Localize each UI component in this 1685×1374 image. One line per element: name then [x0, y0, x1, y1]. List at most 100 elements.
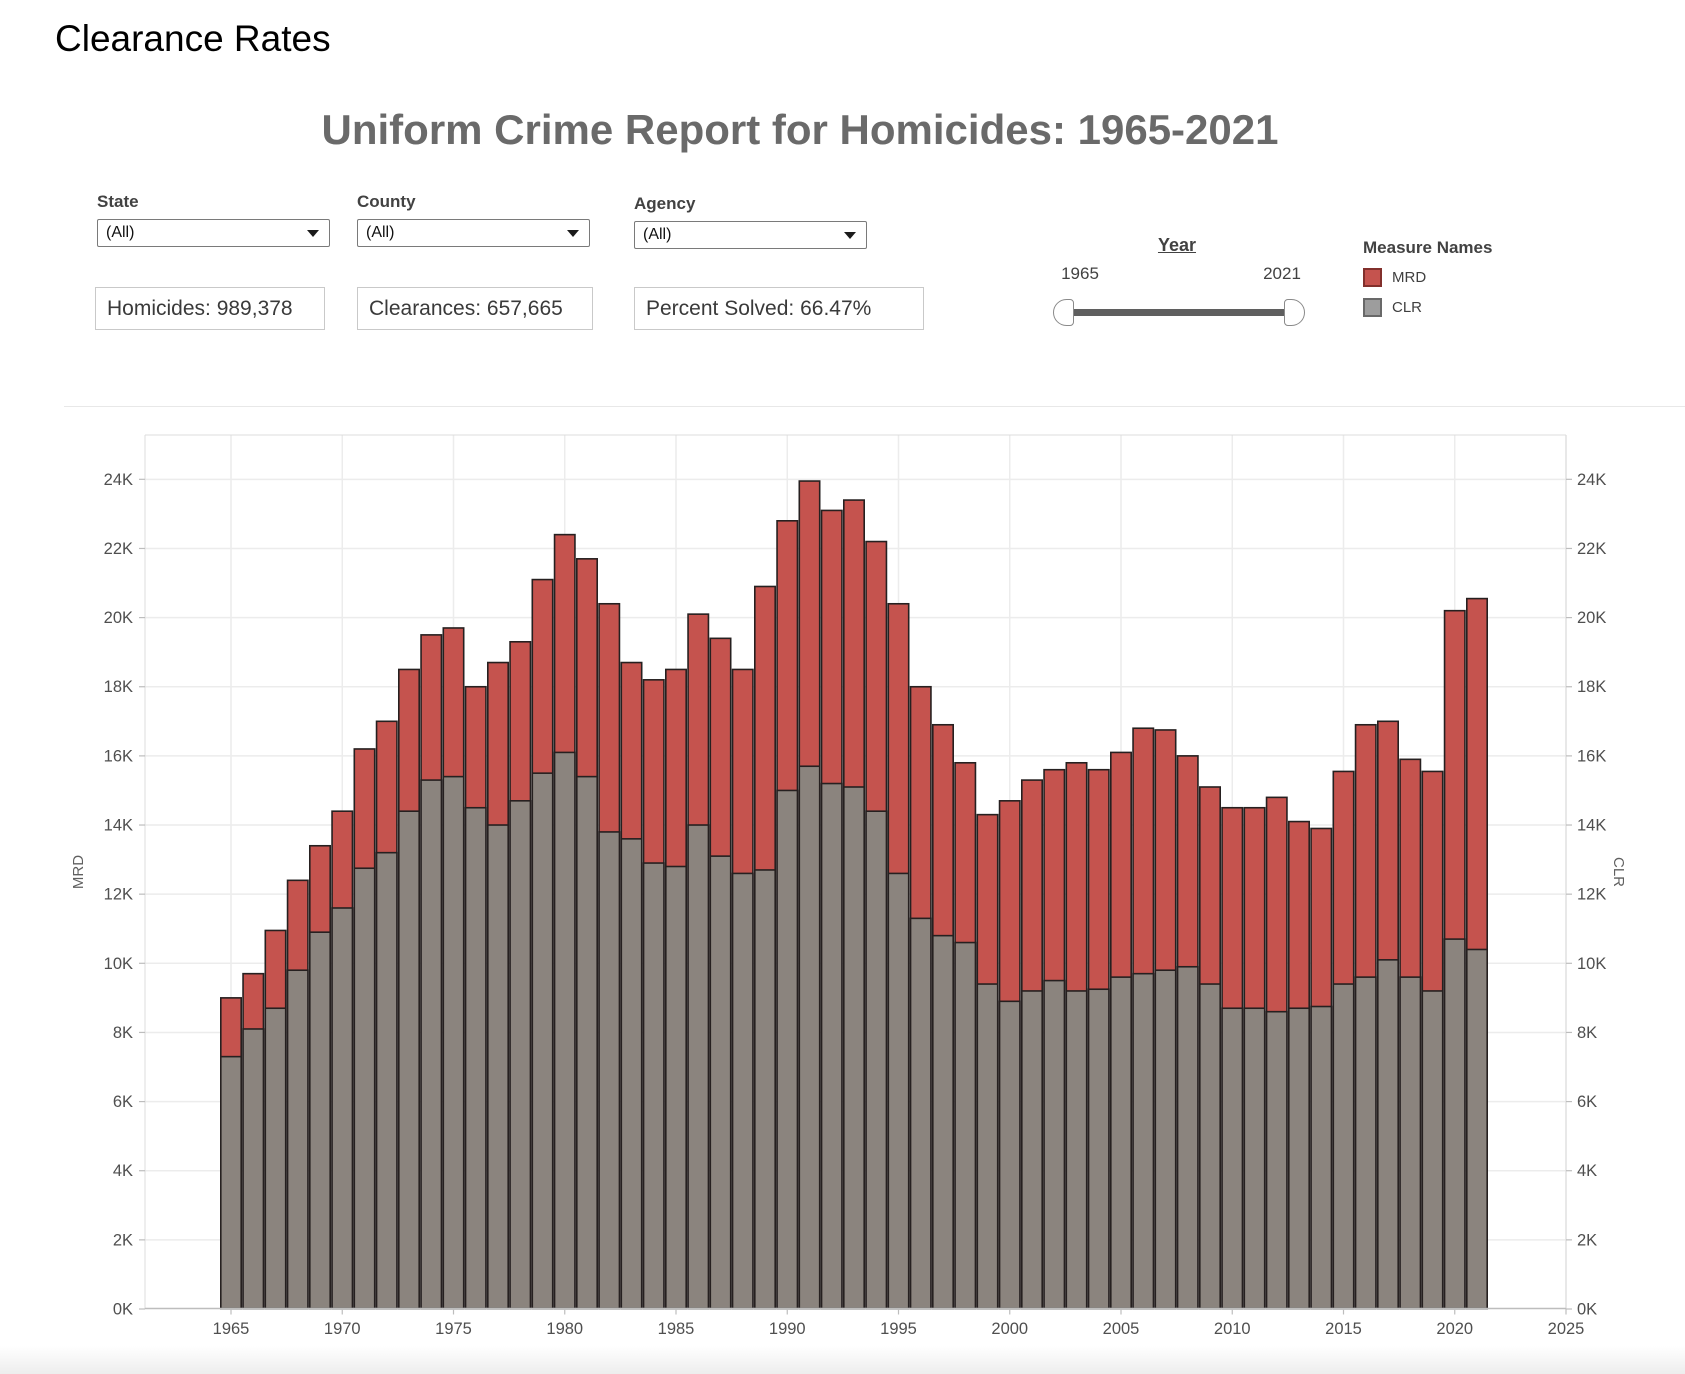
bar-clr-2012[interactable]: [1265, 1010, 1288, 1310]
bar-clr-1973[interactable]: [397, 810, 420, 1310]
y-tick-label-right: 0K: [1577, 1301, 1597, 1319]
year-slider-min-handle[interactable]: [1053, 299, 1074, 326]
bar-clr-1989[interactable]: [753, 869, 776, 1310]
bar-clr-1976[interactable]: [464, 806, 487, 1310]
y-tick-label-right: 16K: [1577, 747, 1606, 765]
bar-clr-2021[interactable]: [1466, 948, 1489, 1310]
y-tick-label-right: 12K: [1577, 886, 1606, 904]
y-tick-label-left: 0K: [113, 1301, 133, 1319]
y-tick-label-left: 2K: [113, 1231, 133, 1249]
year-slider-max-handle[interactable]: [1284, 299, 1305, 326]
y-tick-label-left: 12K: [104, 886, 133, 904]
bar-clr-1998[interactable]: [954, 941, 977, 1310]
bar-clr-1981[interactable]: [575, 775, 598, 1310]
bar-clr-1990[interactable]: [776, 789, 799, 1310]
bar-clr-2011[interactable]: [1243, 1007, 1266, 1310]
clearances-stat: Clearances: 657,665: [357, 287, 593, 330]
year-slider-track[interactable]: [1066, 309, 1292, 316]
bar-clr-2016[interactable]: [1354, 976, 1377, 1310]
bar-clr-2004[interactable]: [1087, 988, 1110, 1310]
x-tick-label: 1985: [658, 1320, 695, 1338]
x-tick-label: 1990: [769, 1320, 806, 1338]
legend-item-clr[interactable]: CLR: [1363, 296, 1492, 318]
bar-clr-1968[interactable]: [286, 969, 309, 1310]
y-tick-label-left: 6K: [113, 1093, 133, 1111]
bar-clr-1980[interactable]: [553, 751, 576, 1310]
bar-clr-2017[interactable]: [1377, 959, 1400, 1310]
county-filter-dropdown[interactable]: (All): [357, 219, 590, 247]
homicides-stat: Homicides: 989,378: [95, 287, 325, 330]
x-tick-label: 1975: [435, 1320, 472, 1338]
bar-clr-2007[interactable]: [1154, 969, 1177, 1310]
bar-clr-2020[interactable]: [1443, 938, 1466, 1310]
bar-clr-1996[interactable]: [909, 917, 932, 1310]
legend: Measure Names MRD CLR: [1363, 238, 1492, 318]
y-tick-label-left: 8K: [113, 1024, 133, 1042]
bar-clr-1988[interactable]: [731, 872, 754, 1310]
bar-clr-1993[interactable]: [842, 786, 865, 1310]
bar-clr-1997[interactable]: [931, 934, 954, 1310]
agency-filter-dropdown[interactable]: (All): [634, 221, 867, 249]
bar-clr-1972[interactable]: [375, 851, 398, 1310]
bar-clr-1987[interactable]: [709, 855, 732, 1310]
y-tick-label-right: 14K: [1577, 817, 1606, 835]
bar-clr-2015[interactable]: [1332, 983, 1355, 1310]
x-tick-label: 1965: [213, 1320, 250, 1338]
bar-clr-1999[interactable]: [976, 983, 999, 1310]
state-filter-dropdown[interactable]: (All): [97, 219, 330, 247]
bar-clr-2003[interactable]: [1065, 990, 1088, 1310]
bar-clr-1969[interactable]: [308, 931, 331, 1310]
bar-clr-1967[interactable]: [264, 1007, 287, 1310]
bar-clr-2013[interactable]: [1288, 1007, 1311, 1310]
bar-clr-1982[interactable]: [598, 831, 621, 1310]
bar-clr-1977[interactable]: [486, 824, 509, 1310]
bar-clr-1985[interactable]: [664, 865, 687, 1310]
bar-clr-1975[interactable]: [442, 775, 465, 1310]
bar-clr-1986[interactable]: [687, 824, 710, 1310]
x-tick-label: 2005: [1103, 1320, 1140, 1338]
bar-clr-1971[interactable]: [353, 867, 376, 1310]
x-tick-label: 1970: [324, 1320, 361, 1338]
bar-clr-1984[interactable]: [642, 862, 665, 1310]
bar-clr-2005[interactable]: [1110, 976, 1133, 1310]
y-tick-label-left: 14K: [104, 817, 133, 835]
chart-title: Uniform Crime Report for Homicides: 1965…: [321, 106, 1279, 153]
percent-solved-stat: Percent Solved: 66.47%: [634, 287, 924, 330]
bar-clr-2019[interactable]: [1421, 990, 1444, 1310]
legend-item-label: MRD: [1392, 268, 1427, 286]
bar-clr-2006[interactable]: [1132, 972, 1155, 1310]
y-tick-label-left: 18K: [104, 678, 133, 696]
section-divider: [64, 406, 1685, 407]
bar-clr-1979[interactable]: [531, 772, 554, 1310]
bar-clr-1995[interactable]: [887, 872, 910, 1310]
legend-item-mrd[interactable]: MRD: [1363, 266, 1492, 288]
bar-clr-2000[interactable]: [998, 1000, 1021, 1310]
bar-clr-1974[interactable]: [420, 779, 443, 1310]
agency-filter-value: (All): [643, 226, 672, 243]
bar-clr-1966[interactable]: [242, 1028, 265, 1310]
y-tick-label-right: 2K: [1577, 1231, 1597, 1249]
bar-clr-1978[interactable]: [509, 800, 532, 1310]
bar-clr-2002[interactable]: [1043, 979, 1066, 1310]
year-slider-min-label: 1965: [1061, 264, 1099, 283]
bar-clr-2009[interactable]: [1199, 983, 1222, 1310]
x-tick-label: 2020: [1436, 1320, 1473, 1338]
year-slider-title: Year: [1157, 235, 1197, 255]
bar-clr-1991[interactable]: [798, 765, 821, 1310]
bar-clr-1983[interactable]: [620, 838, 643, 1310]
bar-clr-1965[interactable]: [220, 1055, 243, 1310]
dropdown-arrow-icon[interactable]: [844, 231, 856, 239]
y-tick-label-right: 24K: [1577, 471, 1606, 489]
bar-clr-1994[interactable]: [865, 810, 888, 1310]
y-tick-label-left: 10K: [104, 955, 133, 973]
bar-clr-1970[interactable]: [331, 907, 354, 1310]
dropdown-arrow-icon[interactable]: [307, 229, 319, 237]
bar-clr-2001[interactable]: [1020, 990, 1043, 1310]
bar-clr-2008[interactable]: [1176, 965, 1199, 1310]
bar-clr-2010[interactable]: [1221, 1007, 1244, 1310]
bar-clr-2014[interactable]: [1310, 1005, 1333, 1310]
bar-clr-2018[interactable]: [1399, 976, 1422, 1310]
bar-clr-1992[interactable]: [820, 782, 843, 1310]
dropdown-arrow-icon[interactable]: [567, 229, 579, 237]
